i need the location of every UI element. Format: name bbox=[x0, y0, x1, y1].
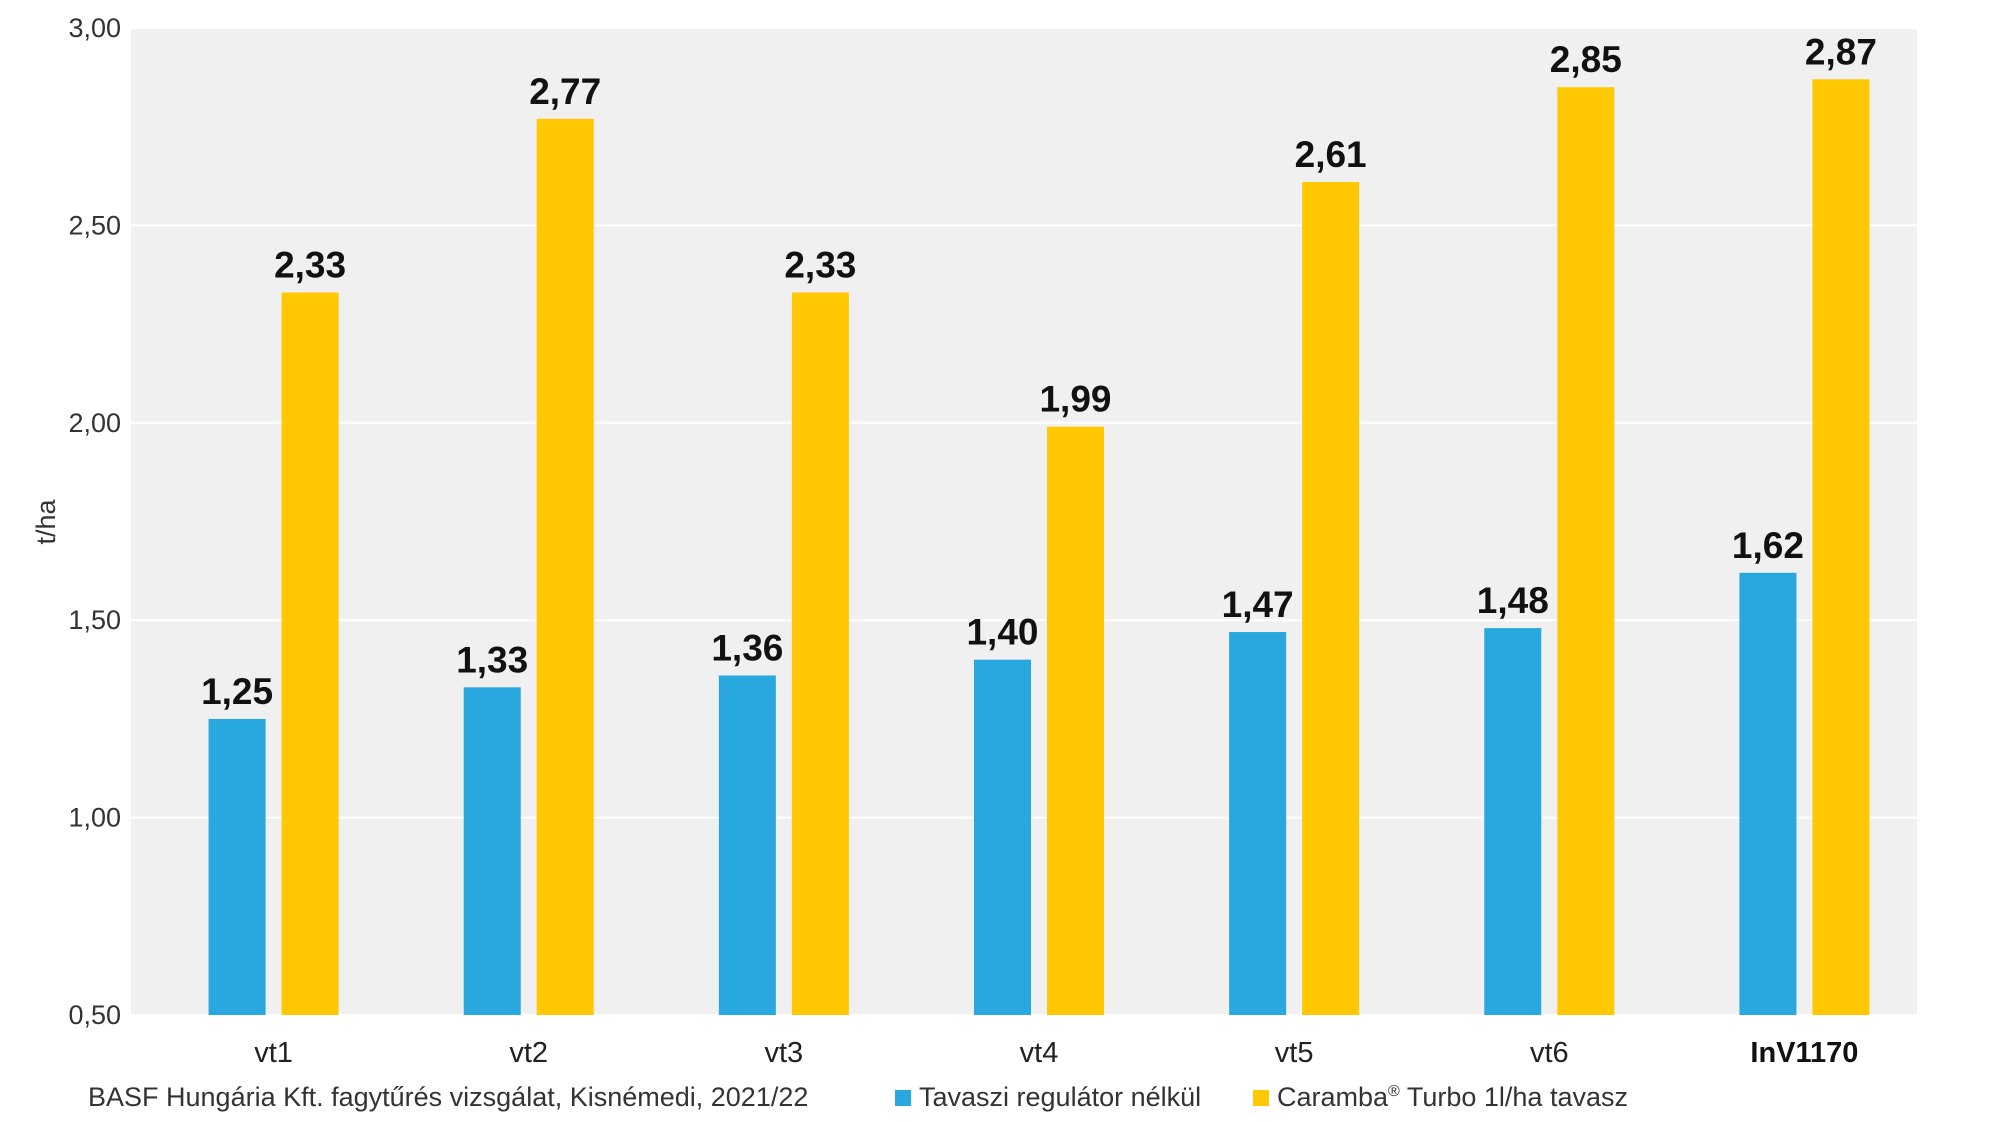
bar-vt5-series-1 bbox=[1229, 632, 1287, 1015]
bar-series bbox=[208, 79, 1870, 1016]
legend-item-caramba: Caramba® Turbo 1l/ha tavasz bbox=[1253, 1082, 1628, 1113]
bar-vt6-series-1 bbox=[1484, 628, 1542, 1015]
data-label-vt1-series-1: 1,25 bbox=[201, 671, 273, 712]
category-label-vt3: vt3 bbox=[765, 1037, 804, 1069]
data-label-vt5-series-2: 2,61 bbox=[1295, 134, 1367, 175]
data-label-vt1-series-2: 2,33 bbox=[274, 245, 346, 286]
category-label-vt2: vt2 bbox=[509, 1037, 548, 1069]
data-label-vt5-series-1: 1,47 bbox=[1222, 584, 1294, 625]
bar-InV1170-series-2 bbox=[1812, 79, 1870, 1016]
bar-vt5-series-2 bbox=[1302, 181, 1360, 1016]
bar-vt1-series-1 bbox=[208, 718, 266, 1015]
bar-vt4-series-2 bbox=[1047, 426, 1104, 1015]
bar-InV1170-series-1 bbox=[1739, 572, 1797, 1015]
category-label-vt5: vt5 bbox=[1275, 1037, 1314, 1069]
y-axis-ticks: 0,50 1,00 1,50 2,00 2,50 3,00 bbox=[68, 13, 121, 1030]
category-label-vt4: vt4 bbox=[1020, 1037, 1059, 1069]
y-tick-label: 1,50 bbox=[68, 605, 121, 635]
legend-label-caramba-main: Caramba bbox=[1277, 1082, 1389, 1112]
data-label-vt4-series-1: 1,40 bbox=[966, 612, 1038, 653]
data-label-vt6-series-1: 1,48 bbox=[1477, 580, 1549, 621]
source-note: BASF Hungária Kft. fagytűrés vizsgálat, … bbox=[88, 1082, 809, 1112]
y-tick-label: 3,00 bbox=[68, 13, 121, 43]
y-tick-label: 0,50 bbox=[68, 1000, 121, 1030]
bar-vt4-series-1 bbox=[974, 659, 1031, 1015]
legend-item-tavaszi: Tavaszi regulátor nélkül bbox=[895, 1082, 1201, 1113]
legend-swatch-yellow bbox=[1253, 1089, 1269, 1106]
category-label-vt1: vt1 bbox=[254, 1037, 293, 1069]
bar-vt2-series-2 bbox=[536, 118, 594, 1015]
data-labels: 1,25 2,33 1,33 2,77 1,36 2,33 1,40 1,99 1,47 2,61… bbox=[201, 31, 1877, 712]
data-label-InV1170-series-2: 2,87 bbox=[1805, 31, 1877, 72]
data-label-vt3-series-2: 2,33 bbox=[784, 245, 856, 286]
data-label-vt3-series-1: 1,36 bbox=[711, 627, 783, 668]
data-label-vt6-series-2: 2,85 bbox=[1550, 39, 1622, 80]
data-label-vt2-series-2: 2,77 bbox=[529, 71, 601, 112]
bar-vt3-series-1 bbox=[718, 675, 776, 1015]
y-tick-label: 2,50 bbox=[68, 210, 121, 240]
bar-vt6-series-2 bbox=[1557, 87, 1615, 1016]
category-label-vt6: vt6 bbox=[1530, 1037, 1569, 1069]
registered-mark: ® bbox=[1388, 1083, 1400, 1100]
bar-vt2-series-1 bbox=[463, 687, 521, 1015]
data-label-vt4-series-2: 1,99 bbox=[1039, 379, 1111, 420]
bar-vt1-series-2 bbox=[281, 292, 339, 1015]
data-label-InV1170-series-1: 1,62 bbox=[1732, 525, 1804, 566]
legend-label-tavaszi: Tavaszi regulátor nélkül bbox=[919, 1082, 1202, 1112]
legend-swatch-blue bbox=[895, 1089, 911, 1106]
legend-label-caramba: Caramba® Turbo 1l/ha tavasz bbox=[1277, 1082, 1628, 1113]
y-tick-label: 1,00 bbox=[68, 803, 121, 833]
data-label-vt2-series-1: 1,33 bbox=[456, 639, 528, 680]
legend-label-caramba-rest: Turbo 1l/ha tavasz bbox=[1399, 1082, 1628, 1112]
bar-vt3-series-2 bbox=[791, 292, 849, 1015]
category-label-InV1170: InV1170 bbox=[1750, 1037, 1858, 1069]
y-tick-label: 2,00 bbox=[68, 408, 121, 438]
category-labels: vt1 vt2 vt3 vt4 vt5 vt6 InV1170 bbox=[254, 1037, 1858, 1069]
y-axis-label: t/ha bbox=[31, 499, 61, 545]
